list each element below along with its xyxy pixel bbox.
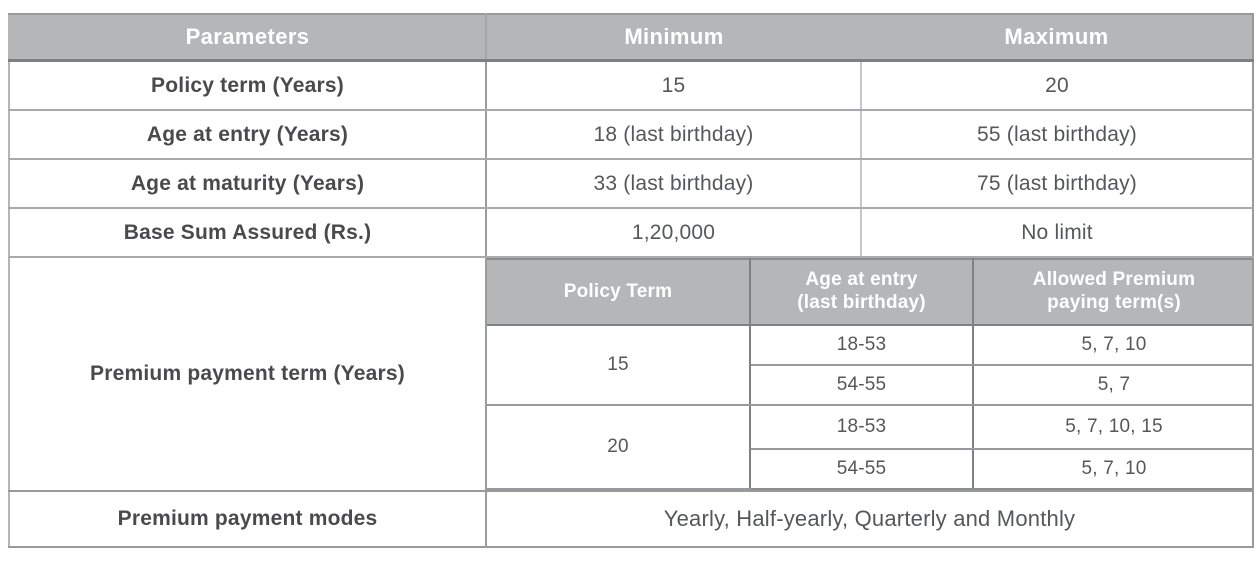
row-policy-term-min: 15 — [486, 60, 862, 111]
row-age-at-entry-max: 55 (last birthday) — [861, 110, 1253, 160]
policy-parameters-table: Parameters Minimum Maximum Policy term (… — [8, 13, 1254, 548]
nested-age-20-a: 18-53 — [749, 404, 974, 450]
nested-header-policy-term-line1: Policy Term — [563, 280, 673, 302]
nested-terms-20-b: 5, 7, 10 — [972, 448, 1254, 490]
nested-policy-term-15: 15 — [487, 324, 751, 406]
policy-parameters-table-wrap: Parameters Minimum Maximum Policy term (… — [8, 13, 1254, 548]
nested-header-age-at-entry: Age at entry (last birthday) — [749, 258, 974, 326]
nested-header-policy-term: Policy Term — [487, 258, 751, 326]
row-age-at-maturity-label: Age at maturity (Years) — [9, 159, 487, 209]
nested-header-age-line1: Age at entry — [805, 269, 918, 291]
nested-row-15-a: 15 18-53 5, 7, 10 — [487, 324, 1254, 406]
row-premium-payment-modes-label: Premium payment modes — [9, 491, 487, 547]
row-age-at-entry: Age at entry (Years) 18 (last birthday) … — [9, 110, 1253, 160]
row-policy-term-label: Policy term (Years) — [9, 60, 487, 111]
row-age-at-maturity: Age at maturity (Years) 33 (last birthda… — [9, 159, 1253, 209]
nested-policy-term-20: 20 — [487, 404, 751, 490]
row-base-sum-assured-min: 1,20,000 — [486, 208, 862, 258]
nested-terms-20-a: 5, 7, 10, 15 — [972, 404, 1254, 450]
premium-payment-term-detail-cell: Policy Term Age at entry (last birthday)… — [486, 257, 1254, 492]
nested-row-20-b: 54-55 5, 7, 10 — [487, 448, 1254, 490]
nested-row-15-b: 54-55 5, 7 — [487, 364, 1254, 406]
nested-age-20-b: 54-55 — [750, 448, 974, 490]
nested-header-allowed-line1: Allowed Premium — [1032, 269, 1196, 291]
row-premium-payment-modes: Premium payment modes Yearly, Half-yearl… — [9, 491, 1253, 547]
nested-age-15-a: 18-53 — [749, 324, 974, 366]
row-age-at-entry-label: Age at entry (Years) — [9, 110, 487, 160]
nested-terms-15-b: 5, 7 — [972, 364, 1254, 406]
header-cell-parameters: Parameters — [9, 14, 487, 62]
nested-header-row: Policy Term Age at entry (last birthday)… — [487, 258, 1254, 326]
row-base-sum-assured-max: No limit — [861, 208, 1253, 258]
row-age-at-maturity-min: 33 (last birthday) — [486, 159, 862, 209]
nested-terms-15-a: 5, 7, 10 — [972, 324, 1254, 366]
nested-header-age-line2: (last birthday) — [797, 292, 926, 313]
row-age-at-entry-min: 18 (last birthday) — [486, 110, 862, 160]
header-cell-minimum: Minimum — [486, 14, 861, 62]
nested-header-allowed-line2: paying term(s) — [1047, 292, 1181, 313]
row-premium-payment-term-label: Premium payment term (Years) — [9, 257, 487, 492]
row-premium-payment-term: Premium payment term (Years) Policy Term… — [9, 257, 1254, 492]
row-policy-term-max: 20 — [861, 60, 1253, 111]
row-base-sum-assured-label: Base Sum Assured (Rs.) — [9, 208, 487, 258]
nested-row-20-a: 20 18-53 5, 7, 10, 15 — [487, 404, 1254, 490]
row-premium-payment-modes-value: Yearly, Half-yearly, Quarterly and Month… — [663, 506, 1076, 531]
row-age-at-maturity-max: 75 (last birthday) — [861, 159, 1253, 209]
row-policy-term: Policy term (Years) 15 20 — [9, 60, 1253, 111]
header-cell-maximum: Maximum — [861, 14, 1253, 62]
row-base-sum-assured: Base Sum Assured (Rs.) 1,20,000 No limit — [9, 208, 1253, 258]
premium-term-nested-table: Policy Term Age at entry (last birthday)… — [487, 258, 1254, 490]
nested-header-allowed-terms: Allowed Premium paying term(s) — [972, 258, 1254, 326]
nested-age-15-b: 54-55 — [750, 364, 974, 406]
main-header-row: Parameters Minimum Maximum — [9, 14, 1253, 62]
